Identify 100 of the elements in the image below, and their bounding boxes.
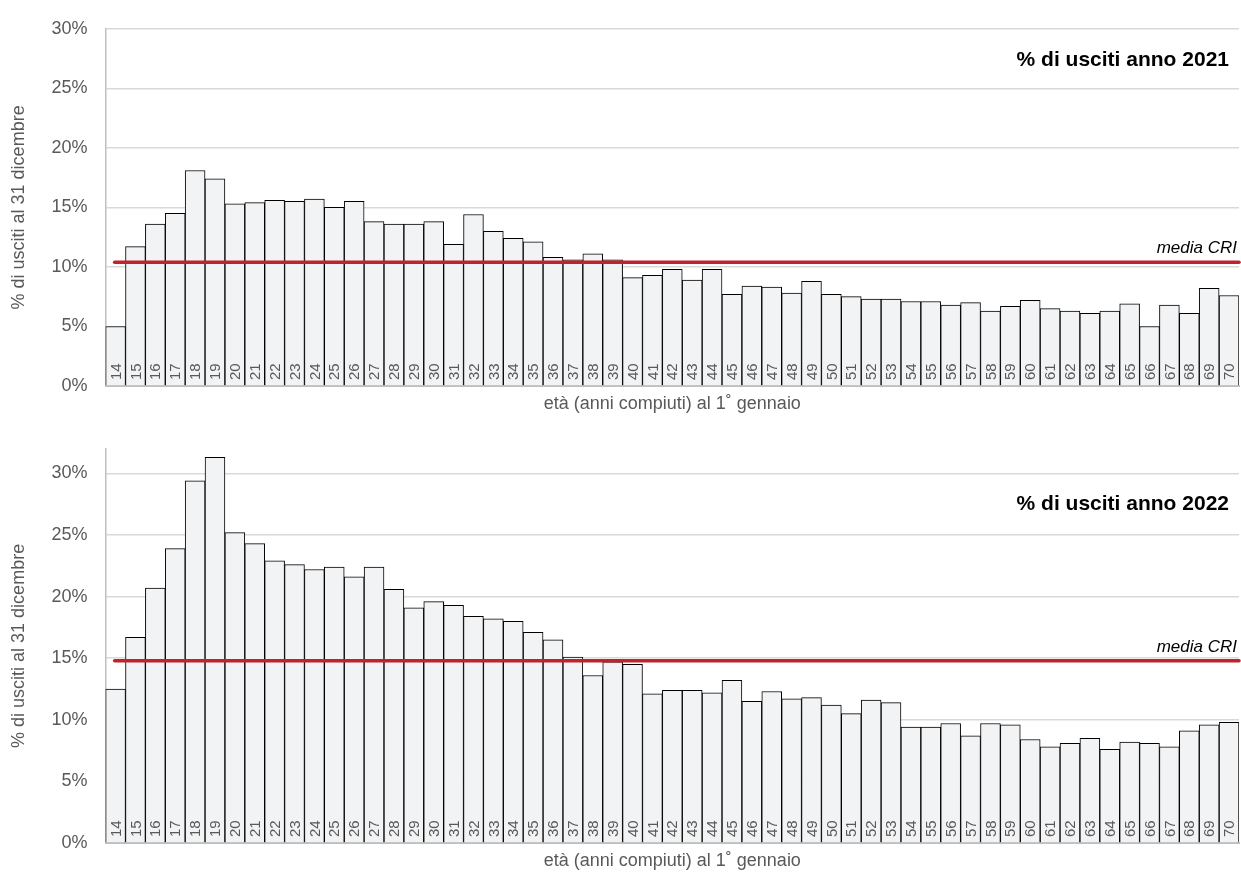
x-tick-label: 53 [882,820,900,837]
x-tick-label: 46 [742,820,760,837]
x-tick-label: 23 [285,820,303,837]
x-tick-label: 61 [1041,820,1059,837]
x-tick-label: 28 [385,363,403,380]
y-tick-label: 10% [51,255,88,276]
x-tick-label: 57 [961,363,979,380]
x-axis-title: età (anni compiuti) al 1˚ gennaio [543,392,801,413]
x-tick-label: 15 [126,363,144,380]
x-tick-label: 50 [822,820,840,837]
x-tick-label: 68 [1180,363,1198,380]
x-tick-label: 69 [1200,363,1218,380]
x-tick-label: 46 [742,363,760,380]
x-tick-label: 24 [305,363,323,380]
y-tick-label: 20% [51,585,88,606]
x-tick-label: 25 [325,820,343,837]
x-tick-label: 23 [285,363,303,380]
x-tick-label: 42 [663,363,681,380]
x-tick-label: 65 [1120,363,1138,380]
y-tick-label: 20% [51,136,88,157]
x-tick-label: 14 [106,363,124,380]
x-tick-label: 45 [723,363,741,380]
y-tick-label: 30% [51,462,88,483]
x-tick-label: 17 [166,363,184,380]
x-tick-label: 31 [444,363,462,380]
y-tick-label: 0% [61,374,88,395]
x-tick-label: 55 [921,820,939,837]
x-tick-label: 65 [1120,820,1138,837]
x-tick-label: 19 [206,820,224,837]
x-tick-label: 38 [583,363,601,380]
x-tick-label: 19 [206,363,224,380]
x-tick-label: 47 [762,820,780,837]
x-tick-label: 70 [1220,820,1238,837]
x-tick-label: 36 [544,363,562,380]
x-tick-label: 17 [166,820,184,837]
x-tick-label: 60 [1021,820,1039,837]
x-tick-label: 26 [345,820,363,837]
x-tick-label: 21 [245,363,263,380]
x-tick-label: 67 [1160,820,1178,837]
x-tick-label: 44 [703,363,721,380]
x-tick-label: 39 [603,820,621,837]
y-axis-title: % di usciti al 31 dicembre [7,543,28,748]
x-tick-label: 26 [345,363,363,380]
x-tick-label: 56 [941,820,959,837]
x-tick-label: 69 [1200,820,1218,837]
x-tick-label: 18 [186,820,204,837]
x-tick-label: 16 [146,820,164,837]
x-tick-label: 58 [981,363,999,380]
x-tick-label: 37 [564,363,582,380]
x-tick-label: 29 [404,820,422,837]
x-tick-label: 54 [902,820,920,837]
x-tick-label: 51 [842,820,860,837]
x-tick-label: 18 [186,363,204,380]
x-tick-label: 41 [643,363,661,380]
y-tick-label: 15% [51,196,88,217]
ref-line-label: media CRI [1156,636,1238,656]
x-tick-label: 22 [265,363,283,380]
x-tick-label: 20 [226,820,244,837]
x-tick-label: 34 [504,820,522,837]
x-tick-label: 44 [703,820,721,837]
x-axis-title: età (anni compiuti) al 1˚ gennaio [543,849,801,870]
y-tick-label: 5% [61,315,88,336]
y-tick-label: 10% [51,708,88,729]
text: % di usciti anno 2022 [1016,491,1229,515]
x-tick-label: 35 [524,363,542,380]
x-tick-label: 25 [325,363,343,380]
x-tick-label: 32 [464,363,482,380]
x-tick-label: 31 [444,820,462,837]
x-tick-label: 68 [1180,820,1198,837]
x-tick-label: 14 [106,820,124,837]
x-tick-label: 53 [882,363,900,380]
x-tick-label: 33 [484,820,502,837]
x-tick-label: 63 [1081,820,1099,837]
x-tick-label: 64 [1100,820,1118,837]
x-tick-label: 52 [862,363,880,380]
x-tick-label: 51 [842,363,860,380]
x-tick-label: 37 [564,820,582,837]
x-tick-label: 66 [1140,820,1158,837]
x-tick-label: 67 [1160,363,1178,380]
x-tick-label: 49 [802,363,820,380]
x-tick-label: 54 [902,363,920,380]
x-tick-label: 24 [305,820,323,837]
x-tick-label: 56 [941,363,959,380]
x-tick-label: 58 [981,820,999,837]
x-tick-label: 34 [504,363,522,380]
x-tick-label: 59 [1001,363,1019,380]
x-tick-label: 20 [226,363,244,380]
x-tick-label: 57 [961,820,979,837]
x-tick-label: 70 [1220,363,1238,380]
x-tick-label: 30 [424,363,442,380]
x-tick-label: 48 [782,820,800,837]
y-tick-label: 15% [51,647,88,668]
x-tick-label: 48 [782,363,800,380]
y-tick-label: 5% [61,770,88,791]
x-tick-label: 64 [1100,363,1118,380]
x-tick-label: 40 [623,820,641,837]
x-tick-label: 63 [1081,363,1099,380]
x-tick-label: 43 [683,363,701,380]
y-tick-label: 25% [51,524,88,544]
x-tick-label: 27 [365,363,383,380]
